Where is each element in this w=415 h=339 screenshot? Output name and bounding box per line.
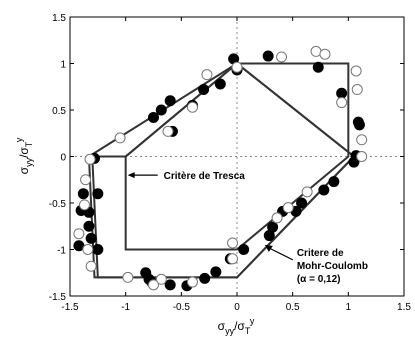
mohr-coulomb-outline <box>87 62 356 279</box>
point-open <box>351 84 363 96</box>
mohr-coulomb-arrowhead <box>264 244 273 252</box>
point-filled <box>318 184 330 196</box>
point-filled <box>83 220 95 232</box>
point-open <box>148 279 159 291</box>
point-filled <box>328 176 340 188</box>
tresca-arrowhead <box>127 172 135 179</box>
point-filled <box>92 188 104 200</box>
point-filled <box>348 156 360 168</box>
point-filled <box>263 230 275 242</box>
point-filled <box>210 266 222 278</box>
point-open <box>336 97 348 109</box>
x-tick-label: -1 <box>121 302 130 313</box>
point-open <box>85 260 97 272</box>
mohr-coulomb-label-line: Mohr-Coulomb <box>297 261 368 272</box>
x-tick-label: 1 <box>346 302 352 313</box>
y-tick-label: 0.5 <box>52 106 66 117</box>
y-tick-label: 1.5 <box>52 13 66 24</box>
point-filled <box>148 111 159 123</box>
point-open <box>73 228 85 240</box>
y-axis-label-sub2: T <box>24 141 34 147</box>
point-filled <box>85 232 97 244</box>
point-open <box>114 132 126 144</box>
point-filled <box>312 61 324 73</box>
point-open <box>301 186 313 198</box>
point-open <box>276 51 288 63</box>
x-tick-label: -1.5 <box>61 302 79 313</box>
y-axis-label: σyy/σTy <box>14 137 34 174</box>
mohr-coulomb-label-line: Critere de <box>297 248 344 259</box>
point-open <box>122 271 134 283</box>
y-axis-label-base: σ <box>17 166 31 174</box>
point-open <box>78 199 90 211</box>
point-open <box>82 244 94 255</box>
axis-ticks: -1.5 -1 -0.5 0 0.5 1 1.5 -1.5 -1 -0.5 0 0.5 1 1.5 <box>49 13 412 313</box>
x-axis-label-sub2: T <box>245 326 251 336</box>
x-tick-label: 0.5 <box>286 302 300 313</box>
x-axis-label-base: σ <box>218 319 226 333</box>
point-filled <box>164 95 176 107</box>
data-points <box>73 45 368 292</box>
point-filled <box>336 87 348 99</box>
point-open <box>356 134 368 146</box>
point-open <box>227 253 239 265</box>
x-axis-label-sub: yy <box>225 326 235 336</box>
y-tick-label: -0.5 <box>49 199 67 210</box>
point-filled <box>198 84 210 96</box>
x-axis-label-sup: y <box>250 316 255 326</box>
point-open <box>201 69 213 81</box>
point-open <box>80 174 92 186</box>
mohr-coulomb-arrow <box>268 247 294 261</box>
point-open <box>319 48 331 60</box>
y-axis-label-sup: y <box>14 137 24 142</box>
point-filled <box>199 272 211 284</box>
point-filled <box>164 279 176 291</box>
annotations: Critère de Tresca Critere de Mohr-Coulomb (… <box>127 171 368 285</box>
point-open <box>356 151 368 162</box>
point-open <box>162 125 174 137</box>
tresca-label: Critère de Tresca <box>164 171 246 182</box>
y-tick-label: 1 <box>60 60 66 71</box>
point-filled <box>92 244 104 255</box>
x-axis-label-slash: /σ <box>234 319 245 333</box>
point-open <box>231 61 243 73</box>
mohr-coulomb-label-line: (α = 0,12) <box>297 274 341 285</box>
x-tick-label: -0.5 <box>173 302 191 313</box>
point-filled <box>140 267 152 279</box>
point-filled <box>155 104 167 116</box>
point-filled <box>262 50 274 62</box>
x-tick-label: 1.5 <box>397 302 411 313</box>
point-open <box>84 153 96 165</box>
y-tick-label: -1 <box>57 246 66 257</box>
point-open <box>282 202 294 214</box>
x-axis-label: σyy/σTy <box>218 316 255 336</box>
point-filled <box>77 188 89 200</box>
y-tick-label: -1.5 <box>49 292 67 303</box>
point-open <box>350 65 362 77</box>
point-open <box>155 273 167 285</box>
point-filled <box>296 197 308 209</box>
y-axis-label-sub: yy <box>24 157 34 167</box>
point-open <box>271 212 283 224</box>
point-open <box>186 101 198 113</box>
point-filled <box>238 244 250 255</box>
point-filled <box>353 119 365 131</box>
x-tick-label: 0 <box>234 302 240 313</box>
point-open <box>186 276 198 288</box>
y-tick-label: 0 <box>60 153 66 164</box>
point-open <box>227 237 239 249</box>
y-axis-label-slash: /σ <box>17 147 31 158</box>
point-filled <box>214 78 226 90</box>
